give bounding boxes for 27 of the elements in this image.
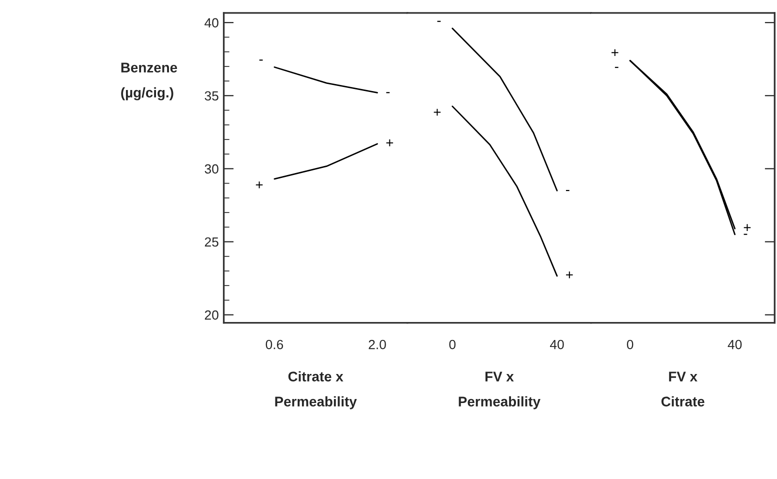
x-tick-label: 2.0 xyxy=(368,340,386,350)
y-tick-label: 40 xyxy=(204,18,218,28)
x-tick-label: 40 xyxy=(728,340,742,350)
series-label: + xyxy=(566,272,573,278)
x-tick-label: 0 xyxy=(449,340,456,350)
text: + xyxy=(434,108,441,116)
series-label: + xyxy=(386,139,394,146)
text: - xyxy=(614,66,618,68)
y-tick-label: 30 xyxy=(204,164,218,174)
text: - xyxy=(437,20,441,22)
x-axis-title: FV x Citrate xyxy=(661,372,704,406)
text: + xyxy=(612,49,618,56)
y-tick-label: 25 xyxy=(204,237,218,247)
series-label: + xyxy=(744,224,751,231)
x-tick-label: 0 xyxy=(626,340,634,350)
series-label: - xyxy=(744,234,748,235)
y-axis-title: Benzene (µg/cig.) xyxy=(121,62,178,100)
text: + xyxy=(256,181,263,188)
x-tick-label: 40 xyxy=(550,340,564,350)
series-label: - xyxy=(566,190,570,192)
y-tick-label: 35 xyxy=(204,91,218,101)
y-tick-label: 20 xyxy=(204,310,218,320)
text: - xyxy=(259,60,263,61)
x-axis-title: FV x Permeability xyxy=(458,372,540,410)
series-label: - xyxy=(386,92,390,94)
x-axis-title: Citrate x Permeability xyxy=(275,371,357,410)
x-tick-label: 0.6 xyxy=(266,340,284,350)
